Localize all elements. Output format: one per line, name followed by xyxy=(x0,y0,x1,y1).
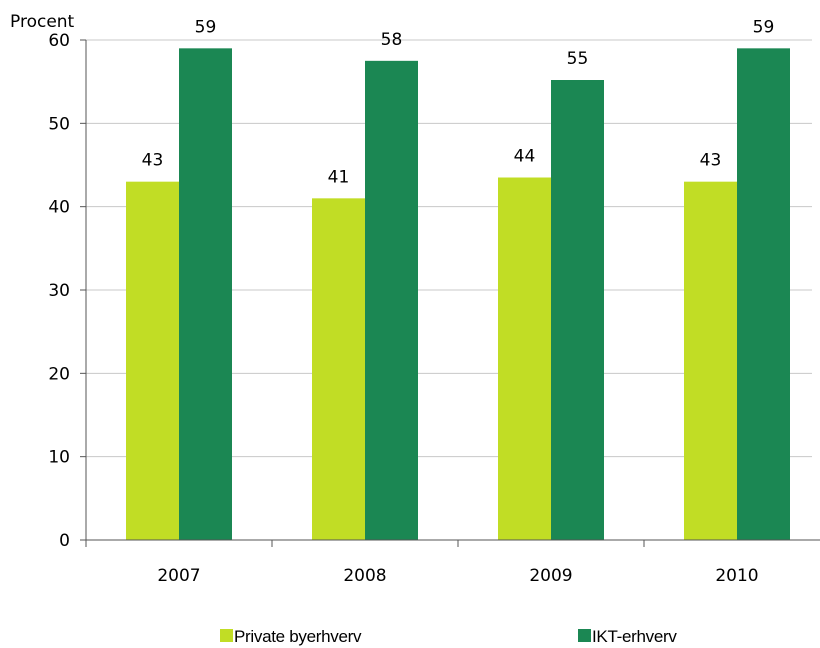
legend-swatch-ikt xyxy=(578,629,591,642)
bars xyxy=(126,48,790,541)
y-tick-label: 30 xyxy=(48,281,70,301)
y-tick-label: 10 xyxy=(48,448,70,468)
bar-private-2009 xyxy=(498,177,551,540)
data-label-ikt-2008: 58 xyxy=(381,30,403,50)
y-tick-label: 40 xyxy=(48,198,70,218)
bar-ikt-2010 xyxy=(737,48,790,540)
y-tick-label: 60 xyxy=(48,31,70,51)
data-labels: 43 59 41 58 44 55 43 59 xyxy=(142,17,775,187)
data-label-ikt-2009: 55 xyxy=(567,49,589,69)
bar-ikt-2008 xyxy=(365,60,418,540)
y-axis-label: Procent xyxy=(10,12,75,32)
bar-private-2008 xyxy=(312,198,365,541)
bar-private-2010 xyxy=(684,181,737,540)
x-tick-label-2010: 2010 xyxy=(715,566,758,586)
y-tick-label: 0 xyxy=(59,531,70,551)
data-label-private-2009: 44 xyxy=(514,147,536,167)
bar-ikt-2007 xyxy=(179,48,232,540)
bar-private-2007 xyxy=(126,181,179,540)
data-label-private-2010: 43 xyxy=(700,151,722,171)
x-tick-label-2009: 2009 xyxy=(529,566,572,586)
x-tick-label-2008: 2008 xyxy=(343,566,386,586)
y-tick-label: 50 xyxy=(48,114,70,134)
legend: Private byerhverv IKT-erhverv xyxy=(220,627,678,646)
data-label-private-2008: 41 xyxy=(328,167,350,187)
x-tick-label-2007: 2007 xyxy=(157,566,200,586)
data-label-ikt-2010: 59 xyxy=(753,17,775,37)
legend-swatch-private xyxy=(220,629,233,642)
legend-label-private: Private byerhverv xyxy=(234,627,362,646)
y-tick-label: 20 xyxy=(48,364,70,384)
data-label-private-2007: 43 xyxy=(142,151,164,171)
legend-label-ikt: IKT-erhverv xyxy=(592,627,677,646)
x-tick-labels: 2007 2008 2009 2010 xyxy=(85,540,759,586)
data-label-ikt-2007: 59 xyxy=(195,17,217,37)
bar-ikt-2009 xyxy=(551,80,604,540)
y-tick-labels: 0 10 20 30 40 50 60 xyxy=(48,31,86,551)
